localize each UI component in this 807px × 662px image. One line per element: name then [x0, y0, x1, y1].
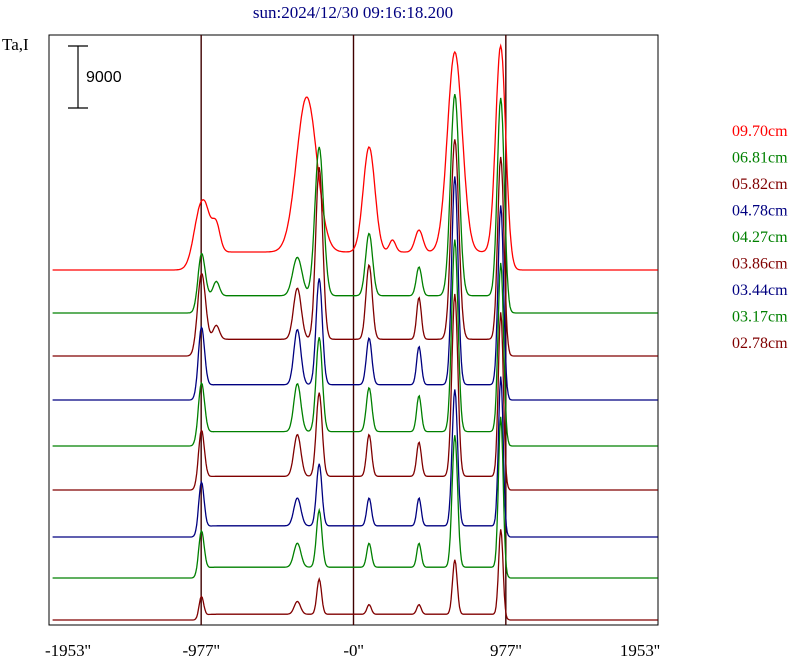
legend-entry-03.86cm: 03.86cm: [732, 256, 788, 273]
x-tick-label: -1953'': [45, 641, 91, 660]
series-group: [52, 43, 658, 621]
legend-entry-04.27cm: 04.27cm: [732, 229, 788, 246]
legend-entry-02.78cm: 02.78cm: [732, 335, 788, 352]
legend: 09.70cm 06.81cm 05.82cm 04.78cm 04.27cm 03.86…: [732, 123, 788, 352]
x-tick-label: -977'': [183, 641, 220, 660]
legend-entry-03.17cm: 03.17cm: [732, 309, 788, 326]
legend-entry-05.82cm: 05.82cm: [732, 176, 788, 193]
scale-bar-label: 9000: [86, 69, 122, 86]
series-line-04.27cm: [52, 239, 658, 447]
legend-entry-06.81cm: 06.81cm: [732, 150, 788, 167]
series-line-03.44cm: [52, 376, 658, 538]
series-line-04.78cm: [52, 176, 658, 401]
series-line-03.17cm: [52, 416, 658, 579]
x-tick-label: 977'': [490, 641, 522, 660]
legend-entry-09.70cm: 09.70cm: [732, 123, 788, 140]
x-tick-labels: -1953'' -977'' -0'' 977'' 1953'': [45, 641, 660, 660]
x-tick-label: -0'': [343, 641, 363, 660]
series-line-05.82cm: [52, 139, 658, 357]
series-line-06.81cm: [52, 93, 658, 314]
y-axis-label: Ta,I: [2, 35, 29, 54]
chart-title: sun:2024/12/30 09:16:18.200: [253, 3, 453, 22]
legend-entry-04.78cm: 04.78cm: [732, 203, 788, 220]
series-line-09.70cm: [52, 43, 658, 271]
x-tick-label: 1953'': [620, 641, 660, 660]
series-line-03.86cm: [52, 293, 658, 491]
scale-bar: 9000: [68, 45, 122, 109]
series-line-02.78cm: [52, 529, 658, 621]
legend-entry-03.44cm: 03.44cm: [732, 282, 788, 299]
